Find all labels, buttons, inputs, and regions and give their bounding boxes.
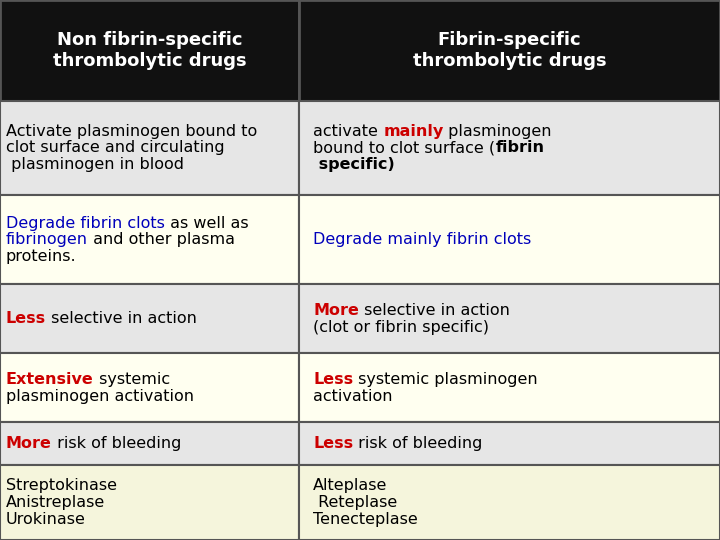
Text: risk of bleeding: risk of bleeding	[354, 436, 482, 451]
Text: bound to clot surface (: bound to clot surface (	[313, 140, 495, 156]
Text: More: More	[313, 303, 359, 318]
Text: Less: Less	[313, 436, 354, 451]
Text: activate: activate	[313, 124, 383, 139]
Text: plasminogen activation: plasminogen activation	[6, 389, 194, 403]
Bar	[299, 422, 720, 465]
Text: Fibrin-specific
thrombolytic drugs: Fibrin-specific thrombolytic drugs	[413, 31, 606, 70]
Bar	[299, 285, 720, 353]
Bar	[299, 195, 720, 285]
Text: Urokinase: Urokinase	[6, 512, 86, 527]
Text: Less: Less	[6, 312, 46, 326]
Text: clot surface and circulating: clot surface and circulating	[6, 140, 225, 156]
Text: as well as: as well as	[165, 215, 248, 231]
Bar	[299, 353, 720, 422]
Text: Alteplase: Alteplase	[313, 478, 387, 494]
Text: plasminogen: plasminogen	[444, 124, 552, 139]
Text: and other plasma: and other plasma	[88, 232, 235, 247]
Text: Degrade fibrin clots: Degrade fibrin clots	[6, 215, 165, 231]
Text: systemic: systemic	[94, 372, 170, 387]
Text: selective in action: selective in action	[359, 303, 510, 318]
Text: activation: activation	[313, 389, 392, 403]
Bar	[0, 422, 299, 465]
Bar	[299, 465, 720, 540]
Text: fibrinogen: fibrinogen	[6, 232, 88, 247]
Text: More: More	[6, 436, 52, 451]
Text: Anistreplase: Anistreplase	[6, 495, 105, 510]
Bar	[0, 0, 299, 100]
Text: systemic plasminogen: systemic plasminogen	[354, 372, 538, 387]
Text: fibrin: fibrin	[495, 140, 544, 156]
Text: Degrade mainly fibrin clots: Degrade mainly fibrin clots	[313, 232, 531, 247]
Text: Extensive: Extensive	[6, 372, 94, 387]
Text: selective in action: selective in action	[46, 312, 197, 326]
Text: risk of bleeding: risk of bleeding	[52, 436, 181, 451]
Bar	[0, 100, 299, 195]
Bar	[0, 195, 299, 285]
Text: (clot or fibrin specific): (clot or fibrin specific)	[313, 320, 489, 335]
Text: Activate plasminogen bound to: Activate plasminogen bound to	[6, 124, 257, 139]
Text: Tenecteplase: Tenecteplase	[313, 512, 418, 527]
Bar	[0, 353, 299, 422]
Text: Streptokinase: Streptokinase	[6, 478, 117, 494]
Bar	[0, 285, 299, 353]
Bar	[299, 100, 720, 195]
Text: specific): specific)	[313, 157, 395, 172]
Bar	[0, 465, 299, 540]
Text: Reteplase: Reteplase	[313, 495, 397, 510]
Text: plasminogen in blood: plasminogen in blood	[6, 157, 184, 172]
Text: Non fibrin-specific
thrombolytic drugs: Non fibrin-specific thrombolytic drugs	[53, 31, 246, 70]
Text: mainly: mainly	[383, 124, 444, 139]
Text: proteins.: proteins.	[6, 249, 76, 264]
Text: Less: Less	[313, 372, 354, 387]
Bar	[299, 0, 720, 100]
